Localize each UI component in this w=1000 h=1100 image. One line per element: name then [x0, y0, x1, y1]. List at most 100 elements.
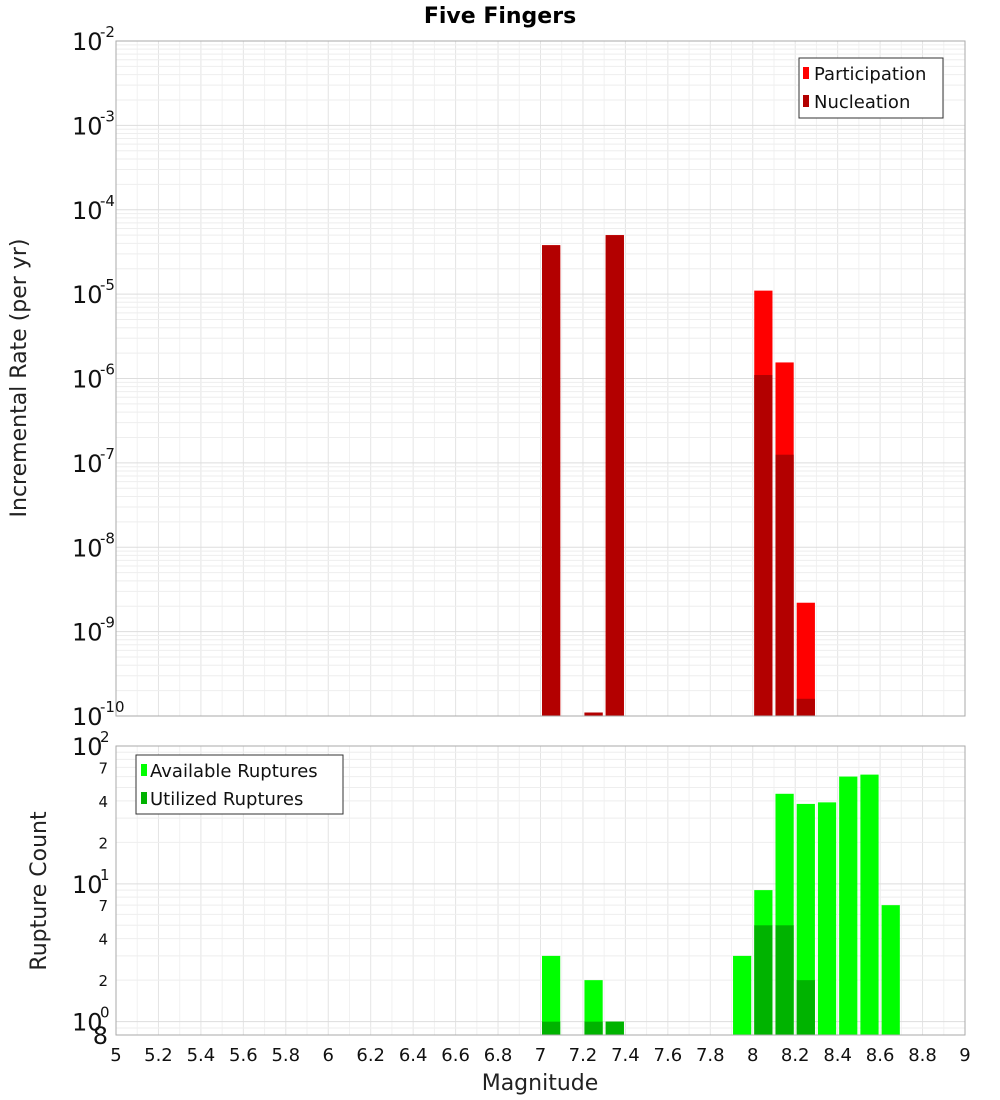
x-tick-label: 6.4: [399, 1045, 428, 1066]
legend-label-available: Available Ruptures: [150, 761, 318, 782]
top-bar-b: [775, 454, 794, 716]
top-y-tick-base: 10: [72, 112, 103, 140]
top-y-tick-exponent: -7: [100, 445, 115, 463]
bottom-y-minor-tick-label: 7: [98, 759, 108, 777]
top-legend: Participation Nucleation: [798, 57, 944, 119]
bottom-bar-a: [860, 774, 879, 1035]
bottom-bar-a: [817, 802, 837, 1035]
bottom-y-minor-tick-label: 8: [93, 1022, 108, 1050]
top-y-tick-exponent: -9: [100, 614, 115, 632]
top-bars: [542, 235, 815, 717]
legend-label-nucleation: Nucleation: [814, 92, 910, 113]
top-y-tick-base: 10: [72, 619, 103, 647]
bottom-y-minor-tick-label: 7: [98, 897, 108, 915]
bottom-bar-b: [775, 925, 794, 1035]
top-y-tick-base: 10: [72, 197, 103, 225]
top-grid: [115, 41, 966, 717]
x-tick-label: 8: [747, 1045, 758, 1066]
bottom-y-tick-base: 10: [72, 733, 103, 761]
bottom-legend-box: [135, 754, 344, 815]
bottom-bars: [542, 774, 900, 1035]
bottom-y-minor-tick-label: 4: [98, 931, 108, 949]
x-axis-ticks: 5 5.2 5.4 5.6 5.8 6 6.2 6.4 6.6 6.8 7 7.2 7.4 7.6 7.8 8…: [110, 1045, 970, 1066]
top-y-tick-base: 10: [72, 534, 103, 562]
legend-swatch-available: [141, 764, 147, 776]
legend-swatch-nucleation: [803, 95, 809, 107]
top-y-tick-exponent: -5: [100, 276, 115, 294]
top-y-tick-base: 10: [72, 28, 103, 56]
top-y-tick-exponent: -3: [100, 107, 115, 125]
bottom-bar-a: [839, 776, 858, 1035]
top-legend-box: [798, 57, 944, 119]
top-y-tick-exponent: -6: [100, 361, 115, 379]
bottom-bar-b: [754, 925, 773, 1035]
legend-label-participation: Participation: [814, 64, 926, 85]
bottom-bar-b: [796, 980, 815, 1035]
top-y-tick-base: 10: [72, 281, 103, 309]
top-y-tick-exponent: -10: [100, 698, 125, 716]
x-tick-label: 8.6: [866, 1045, 895, 1066]
x-tick-label: 5.8: [271, 1045, 300, 1066]
top-bar-b: [605, 235, 624, 716]
bottom-plot-border: [115, 745, 966, 1036]
bottom-bar-a: [584, 980, 603, 1035]
bottom-y-tick-base: 10: [72, 1009, 103, 1037]
bottom-bar-b: [584, 1021, 603, 1035]
top-bar-b: [542, 245, 561, 717]
legend-swatch-participation: [803, 67, 809, 79]
top-bar-a: [796, 602, 815, 716]
bottom-y-tick-base: 10: [72, 871, 103, 899]
top-y-tick-base: 10: [72, 366, 103, 394]
bottom-legend: Available Ruptures Utilized Ruptures: [135, 754, 344, 815]
top-y-tick-exponent: -2: [100, 23, 115, 41]
top-bar-b: [754, 375, 773, 716]
top-bar-b: [796, 698, 815, 716]
top-y-tick-exponent: -4: [100, 192, 115, 210]
top-y-tick-base: 10: [72, 450, 103, 478]
bottom-y-tick-exponent: 0: [100, 1004, 110, 1022]
bottom-y-minor-tick-label: 2: [98, 972, 108, 990]
bottom-bar-a: [796, 803, 815, 1035]
x-tick-label: 6.8: [484, 1045, 513, 1066]
x-axis-label: Magnitude: [482, 1071, 599, 1096]
x-tick-label: 5.4: [187, 1045, 216, 1066]
x-tick-label: 7.4: [611, 1045, 640, 1066]
bottom-y-minor-tick-label: 4: [98, 793, 108, 811]
top-y-axis-label: Incremental Rate (per yr): [7, 239, 32, 518]
bottom-y-axis-label: Rupture Count: [27, 811, 52, 971]
x-tick-label: 7.6: [654, 1045, 683, 1066]
x-tick-label: 7.8: [696, 1045, 725, 1066]
x-tick-label: 7: [535, 1045, 546, 1066]
bottom-bar-a: [542, 955, 561, 1035]
bottom-bar-a: [881, 905, 900, 1035]
legend-swatch-utilized: [141, 792, 147, 804]
top-bar-b: [584, 712, 603, 716]
x-tick-label: 6.2: [356, 1045, 385, 1066]
top-y-tick-exponent: -8: [100, 529, 115, 547]
x-tick-label: 8.4: [823, 1045, 852, 1066]
x-tick-label: 8.8: [908, 1045, 937, 1066]
x-tick-label: 5: [110, 1045, 121, 1066]
x-tick-label: 5.6: [229, 1045, 258, 1066]
x-tick-label: 8.2: [781, 1045, 810, 1066]
x-tick-label: 7.2: [569, 1045, 598, 1066]
top-y-tick-base: 10: [72, 703, 103, 731]
bottom-y-tick-exponent: 2: [100, 728, 110, 746]
x-tick-label: 5.2: [144, 1045, 173, 1066]
x-tick-label: 9: [959, 1045, 970, 1066]
bottom-bar-b: [605, 1021, 624, 1035]
bottom-y-tick-exponent: 1: [100, 866, 110, 884]
top-plot-border: [115, 40, 966, 717]
bottom-y-minor-tick-label: 2: [98, 834, 108, 852]
legend-label-utilized: Utilized Ruptures: [150, 789, 303, 810]
chart-title: Five Fingers: [424, 4, 576, 29]
bottom-bar-b: [542, 1021, 561, 1035]
x-tick-label: 6: [323, 1045, 334, 1066]
x-tick-label: 6.6: [441, 1045, 470, 1066]
bottom-bar-a: [733, 955, 752, 1035]
